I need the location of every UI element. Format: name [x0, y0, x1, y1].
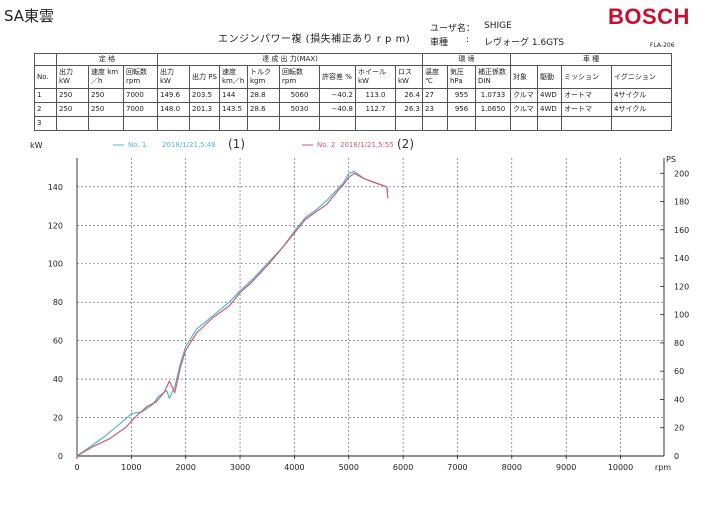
- y-right-tick-label: 180: [674, 198, 689, 207]
- y-right-tick-label: 120: [674, 282, 689, 291]
- series-line-2: [76, 172, 389, 457]
- table-row: 1 250 250 7000 149.6 203.5 144 28.8 5060…: [34, 88, 672, 103]
- y-right-tick-label: 160: [674, 226, 689, 235]
- user-label: ユーザ名：: [430, 24, 475, 34]
- series-line-1: [76, 170, 389, 457]
- y-left-axis-label: kW: [30, 141, 43, 150]
- table-row: 3: [34, 116, 672, 131]
- y-right-tick-label: 200: [674, 169, 689, 178]
- car-label: 車種: [430, 38, 449, 48]
- col-header: 回転数 rpm: [123, 65, 158, 89]
- form-code: FLA-206: [650, 42, 675, 49]
- table-row: 2 250 250 7000 148.0 201.3 143.5 28.6 50…: [34, 102, 672, 117]
- y-left-tick-label: 120: [48, 221, 63, 230]
- y-left-tick-labels: 0 20 40 60 80 100 120 140: [48, 183, 63, 461]
- col-header: 回転数 rpm: [279, 65, 320, 89]
- x-tick-label: 7000: [447, 463, 467, 472]
- y-left-tick-label: 100: [48, 260, 63, 269]
- y-right-tick-label: 100: [674, 311, 689, 320]
- table-cell: [611, 116, 672, 131]
- legend-note-no1: (1): [228, 137, 245, 151]
- col-header: 出力 kW: [157, 65, 190, 89]
- y-right-tick-label: 140: [674, 254, 689, 263]
- col-header: 許容差 %: [319, 65, 356, 89]
- x-tick-label: 5000: [339, 463, 359, 472]
- chart-grid: [77, 158, 664, 456]
- legend-date-no1: 2018/1/21,5:48: [162, 141, 216, 149]
- y-right-axis-label: PS: [666, 155, 676, 164]
- y-left-tick-label: 40: [53, 375, 63, 384]
- x-tick-label: 0: [74, 463, 79, 472]
- chart-axes: [76, 158, 665, 459]
- y-right-tick-label: 40: [674, 395, 684, 404]
- y-left-tick-label: 60: [53, 337, 63, 346]
- car-value: レヴォーグ 1.6GTS: [484, 38, 565, 48]
- legend-label-no2: No. 2: [317, 141, 336, 149]
- x-tick-label: 1000: [121, 463, 141, 472]
- col-header: 駆動: [537, 65, 562, 89]
- y-left-tick-label: 140: [48, 183, 63, 192]
- y-left-tick-label: 20: [53, 414, 63, 423]
- col-header: トルク kgm: [247, 65, 280, 89]
- bosch-logo: BOSCH: [608, 4, 690, 29]
- x-tick-labels: 0 1000 2000 3000 4000 5000 6000 7000 8000 9000 100…: [74, 463, 671, 472]
- y-right-tick-label: 80: [674, 339, 684, 348]
- table-header-row: No. 出力 kW 速度 km／h 回転数 rpm 出力 kW 出力 PS 速度…: [34, 65, 672, 89]
- x-unit-label: rpm: [655, 463, 671, 472]
- user-value: SHIGE: [484, 21, 512, 31]
- legend-label-no1: No. 1: [128, 141, 147, 149]
- document-title: エンジンパワー複 (損失補正あり r p m): [218, 34, 411, 45]
- col-header: 出力 kW: [56, 65, 89, 89]
- y-right-tick-label: 0: [674, 452, 679, 461]
- car-colon: :: [466, 35, 470, 45]
- x-tick-label: 3000: [230, 463, 250, 472]
- chart-series: [76, 170, 389, 457]
- x-tick-label: 2000: [176, 463, 196, 472]
- x-tick-label: 4000: [284, 463, 304, 472]
- col-header: 対象: [510, 65, 538, 89]
- legend-date-no2: 2018/1/21,5:55: [340, 141, 394, 149]
- x-tick-label: 10000: [608, 463, 633, 472]
- y-left-tick-label: 80: [53, 298, 63, 307]
- y-left-tick-label: 0: [58, 452, 63, 461]
- results-table: 定 格 達 成 出 力(MAX) 環 境 車 種 No. 出力 kW 速度 km…: [34, 53, 672, 131]
- x-tick-label: 9000: [556, 463, 576, 472]
- company-name: SA東雲: [4, 7, 55, 25]
- x-tick-label: 8000: [502, 463, 522, 472]
- y-right-tick-label: 20: [674, 424, 684, 433]
- y-right-tick-labels: 0 20 40 60 80 100 120 140 160 180 200: [674, 169, 689, 461]
- y-right-tick-label: 60: [674, 367, 684, 376]
- col-header: ホイール kW: [355, 65, 396, 89]
- legend-note-no2: (2): [397, 137, 414, 151]
- x-tick-label: 6000: [393, 463, 413, 472]
